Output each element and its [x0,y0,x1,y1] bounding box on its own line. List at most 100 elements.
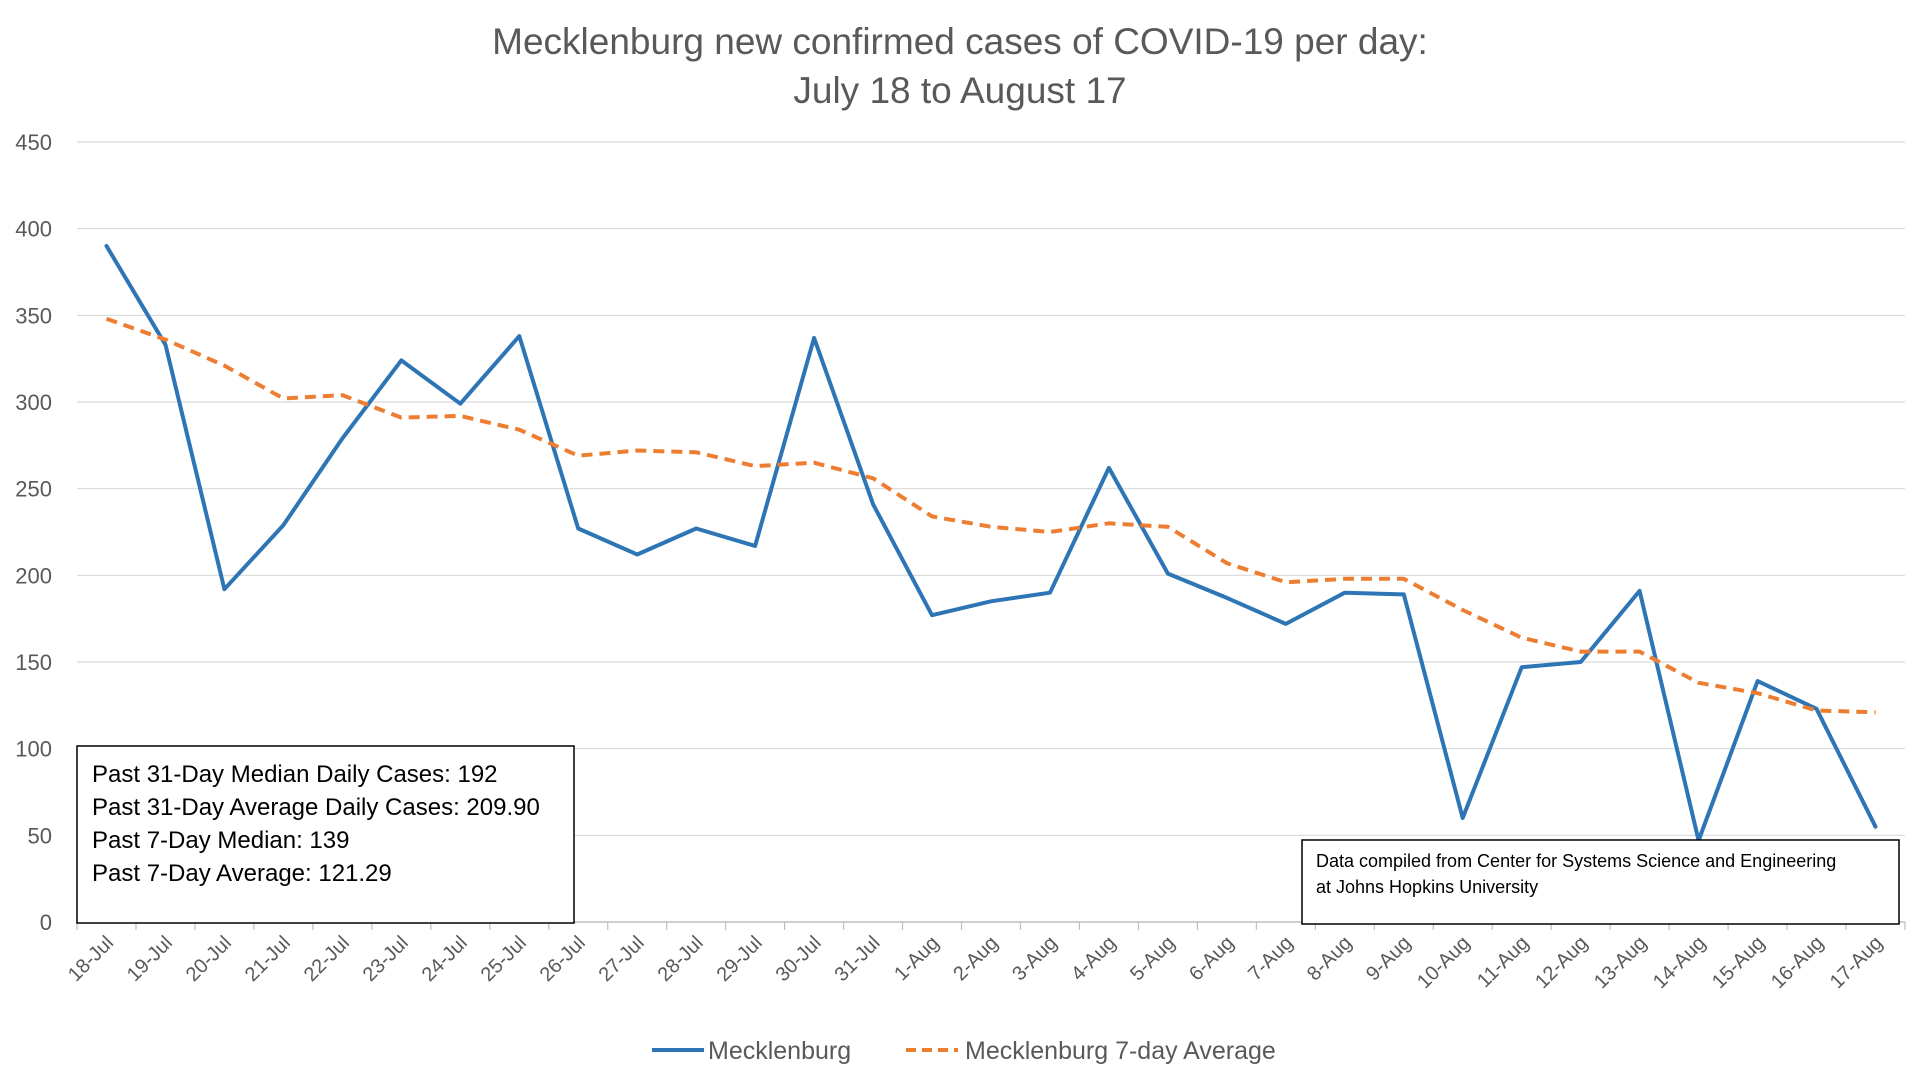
data-point-7day-average-9-Aug [1402,577,1406,581]
x-tick-label-12-Aug: 12-Aug [1531,932,1592,993]
data-point-7day-average-5-Aug [1166,525,1170,529]
x-tick-label-30-Jul: 30-Jul [772,932,826,986]
x-tick-label-20-Jul: 20-Jul [182,932,236,986]
x-tick-label-22-Jul: 22-Jul [300,932,354,986]
data-point-mecklenburg-11-Aug [1520,665,1524,669]
y-tick-label-0: 0 [40,910,52,935]
series-line-mecklenburg [104,244,1878,843]
x-tick-label-24-Jul: 24-Jul [418,932,472,986]
x-tick-label-27-Jul: 27-Jul [595,932,649,986]
x-tick-label-3-Aug: 3-Aug [1008,932,1061,985]
data-point-mecklenburg-24-Jul [458,402,462,406]
data-point-mecklenburg-6-Aug [1225,596,1229,600]
data-point-mecklenburg-23-Jul [399,358,403,362]
y-tick-label-400: 400 [15,217,52,242]
data-point-7day-average-19-Jul [163,338,167,342]
x-tick-label-10-Aug: 10-Aug [1413,932,1474,993]
x-tick-label-28-Jul: 28-Jul [654,932,708,986]
y-tick-label-200: 200 [15,563,52,588]
series-lines [104,244,1878,843]
data-point-7day-average-11-Aug [1520,636,1524,640]
x-tick-label-19-Jul: 19-Jul [123,932,177,986]
y-tick-label-50: 50 [28,823,52,848]
stats-line-median-7: Past 7-Day Median: 139 [92,827,349,854]
data-point-mecklenburg-26-Jul [576,527,580,531]
data-point-7day-average-2-Aug [989,525,993,529]
x-tick-label-16-Aug: 16-Aug [1767,932,1828,993]
data-point-7day-average-12-Aug [1579,650,1583,654]
data-point-mecklenburg-13-Aug [1638,589,1642,593]
x-tick-label-17-Aug: 17-Aug [1826,932,1887,993]
x-axis-ticks: 18-Jul 19-Jul 20-Jul 21-Jul 22-Jul 23-Jul 24-J… [64,922,1906,993]
data-point-7day-average-21-Jul [281,397,285,401]
x-tick-label-14-Aug: 14-Aug [1649,932,1710,993]
data-point-7day-average-31-Jul [871,476,875,480]
data-point-mecklenburg-4-Aug [1107,466,1111,470]
series-line-7day-average [105,316,1876,715]
data-point-7day-average-22-Jul [340,393,344,397]
data-point-7day-average-14-Aug [1697,681,1701,685]
chart-title-line-1: Mecklenburg new confirmed cases of COVID… [492,21,1428,62]
data-point-mecklenburg-18-Jul [104,244,108,248]
y-tick-label-300: 300 [15,390,52,415]
stats-line-average-31: Past 31-Day Average Daily Cases: 209.90 [92,794,540,821]
y-axis-ticks: 0 50 100 150 200 250 300 350 400 450 [15,130,52,935]
source-annotation-box: Data compiled from Center for Systems Sc… [1301,839,1900,925]
x-tick-label-5-Aug: 5-Aug [1126,932,1179,985]
chart-title-line-2: July 18 to August 17 [793,70,1126,111]
data-point-7day-average-4-Aug [1107,521,1111,525]
data-point-7day-average-13-Aug [1638,650,1642,654]
data-point-mecklenburg-5-Aug [1166,572,1170,576]
data-point-mecklenburg-9-Aug [1402,592,1406,596]
data-point-7day-average-27-Jul [635,449,639,453]
legend-item-mecklenburg: Mecklenburg [652,1037,851,1065]
x-tick-label-4-Aug: 4-Aug [1067,932,1120,985]
data-point-mecklenburg-21-Jul [281,523,285,527]
y-tick-label-250: 250 [15,477,52,502]
x-tick-label-9-Aug: 9-Aug [1362,932,1415,985]
x-tick-label-18-Jul: 18-Jul [64,932,118,986]
data-point-mecklenburg-2-Aug [989,599,993,603]
x-tick-label-6-Aug: 6-Aug [1185,932,1238,985]
data-point-mecklenburg-19-Jul [163,343,167,347]
data-point-7day-average-20-Jul [222,364,226,368]
data-point-7day-average-7-Aug [1284,580,1288,584]
stats-line-median-31: Past 31-Day Median Daily Cases: 192 [92,761,498,788]
data-point-mecklenburg-3-Aug [1048,591,1052,595]
data-point-mecklenburg-27-Jul [635,553,639,557]
data-point-7day-average-10-Aug [1461,608,1465,612]
stats-annotation-box: Past 31-Day Median Daily Cases: 192 Past… [76,745,575,924]
x-tick-label-29-Jul: 29-Jul [713,932,767,986]
data-point-mecklenburg-28-Jul [694,527,698,531]
legend: Mecklenburg Mecklenburg 7-day Average [652,1037,1276,1065]
x-tick-label-7-Aug: 7-Aug [1244,932,1297,985]
data-point-7day-average-28-Jul [694,450,698,454]
data-point-mecklenburg-30-Jul [812,336,816,340]
x-tick-label-1-Aug: 1-Aug [890,932,943,985]
data-point-7day-average-17-Aug [1874,710,1878,714]
y-tick-label-100: 100 [15,737,52,762]
data-point-7day-average-25-Jul [517,428,521,432]
x-tick-label-31-Jul: 31-Jul [831,932,885,986]
legend-label-7day-average: Mecklenburg 7-day Average [965,1037,1276,1065]
stats-line-average-7: Past 7-Day Average: 121.29 [92,860,392,887]
data-point-mecklenburg-12-Aug [1579,660,1583,664]
data-point-mecklenburg-17-Aug [1874,825,1878,829]
data-point-mecklenburg-8-Aug [1343,591,1347,595]
source-box-frame [1301,839,1900,925]
data-point-mecklenburg-25-Jul [517,334,521,338]
data-point-7day-average-24-Jul [458,414,462,418]
x-tick-label-2-Aug: 2-Aug [949,932,1002,985]
data-point-mecklenburg-29-Jul [753,544,757,548]
y-tick-label-350: 350 [15,303,52,328]
x-tick-label-11-Aug: 11-Aug [1473,932,1533,992]
chart-title: Mecklenburg new confirmed cases of COVID… [492,21,1428,111]
y-tick-label-450: 450 [15,130,52,155]
data-point-7day-average-30-Jul [812,461,816,465]
source-line-2: at Johns Hopkins University [1316,877,1538,897]
stats-box-frame [76,745,575,924]
x-tick-label-26-Jul: 26-Jul [536,932,590,986]
data-point-7day-average-6-Aug [1225,561,1229,565]
x-tick-label-8-Aug: 8-Aug [1303,932,1356,985]
